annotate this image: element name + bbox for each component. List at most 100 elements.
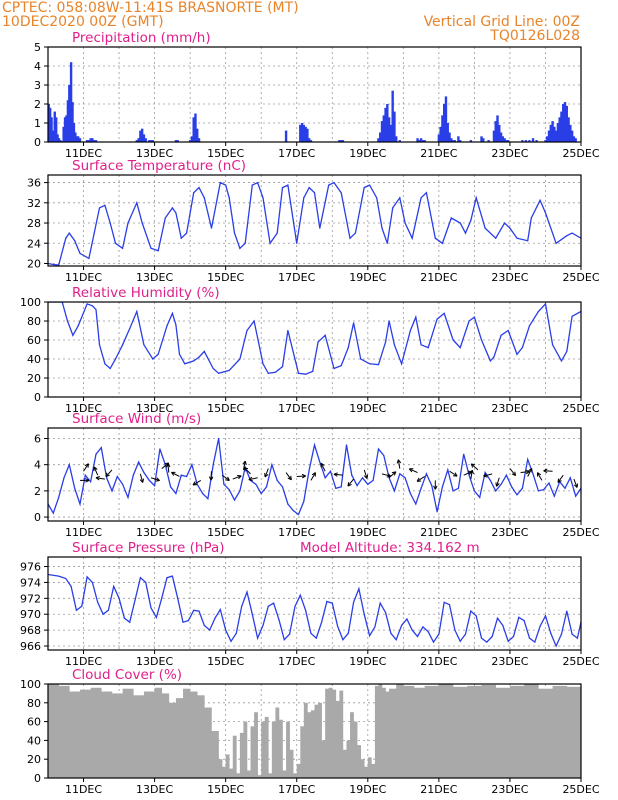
y-tick-label: 974 (20, 576, 41, 589)
data-point (553, 495, 555, 497)
data-point (97, 601, 99, 603)
cloud-cover-bar (90, 687, 102, 778)
data-point (393, 490, 396, 492)
data-point (555, 645, 557, 647)
data-point (566, 350, 568, 352)
data-point (544, 303, 547, 305)
data-point (225, 184, 227, 186)
data-point (106, 477, 108, 479)
data-point (468, 320, 470, 322)
x-tick-label: 19DEC (349, 783, 386, 796)
data-point (422, 626, 424, 628)
data-point (441, 242, 444, 244)
precip-bar (306, 128, 309, 142)
data-point (296, 242, 298, 244)
data-point (354, 232, 356, 234)
cloud-cover-bar (314, 704, 319, 778)
data-point (289, 633, 291, 635)
y-tick-label: 976 (20, 561, 41, 574)
data-point (180, 474, 182, 476)
data-point (566, 610, 568, 612)
y-tick-label: 6 (34, 432, 41, 445)
data-point (496, 617, 499, 619)
wind-arrow (248, 476, 258, 482)
precip-bar (544, 140, 547, 142)
y-tick-label: 0 (34, 391, 41, 404)
cloud-cover-bar (364, 766, 369, 778)
x-tick-label: 25DEC (562, 147, 599, 160)
data-point (241, 605, 243, 607)
cloud-cover-bar (254, 712, 258, 778)
data-point (262, 197, 264, 199)
data-point (509, 227, 511, 229)
cloud-cover-bar (282, 770, 287, 778)
precip-bar (74, 132, 77, 142)
precip-bar (92, 140, 96, 142)
wind-arrow (333, 472, 343, 477)
precip-bar (299, 124, 302, 142)
data-point (157, 250, 159, 252)
x-tick-label: 21DEC (420, 783, 457, 796)
precip-bar (560, 111, 563, 142)
run-datetime: 10DEC2020 00Z (GMT) (2, 14, 164, 30)
x-tick-label: 19DEC (349, 526, 386, 539)
data-point (219, 181, 221, 184)
precip-bar (423, 140, 426, 142)
data-point (219, 608, 221, 611)
data-point (191, 464, 193, 466)
y-tick-label: 0 (34, 136, 41, 149)
cloud-cover-bar (552, 685, 568, 778)
cloud-cover-bar (453, 686, 468, 778)
data-point (443, 601, 445, 603)
data-point (548, 482, 550, 484)
data-point (415, 503, 417, 505)
cloud-cover-bar (524, 684, 539, 778)
y-tick-label: 36 (27, 177, 41, 190)
data-point (425, 192, 428, 194)
data-point (66, 320, 69, 322)
precip-bar (505, 140, 508, 142)
x-tick-label: 11DEC (65, 655, 102, 668)
data-point (294, 605, 296, 607)
cloud-cover-bar (481, 684, 497, 778)
precip-bar (341, 140, 345, 142)
precip-bar (54, 117, 58, 142)
data-point (58, 264, 60, 266)
data-point (143, 344, 145, 346)
data-point (65, 577, 67, 580)
x-tick-label: 23DEC (491, 526, 528, 539)
data-point (448, 604, 451, 606)
data-point (379, 602, 381, 604)
precip-bar (565, 105, 568, 142)
data-point (122, 344, 124, 346)
y-tick-label: 966 (20, 640, 41, 653)
data-point (484, 227, 486, 229)
data-point (129, 328, 131, 330)
data-point (139, 577, 141, 579)
data-point (319, 227, 321, 229)
precip-bar (300, 123, 304, 142)
precip-bar (72, 123, 76, 142)
y-tick-label: 100 (20, 296, 41, 309)
x-tick-label: 11DEC (65, 402, 102, 415)
precip-bar (148, 140, 151, 142)
y-tick-label: 1 (34, 117, 41, 130)
data-point (84, 474, 86, 476)
data-point (203, 197, 205, 199)
precip-bar (139, 130, 142, 142)
data-point (409, 329, 412, 332)
precip-bar (151, 140, 155, 142)
cloud-cover-bar (211, 731, 219, 778)
data-point (88, 257, 90, 260)
data-point (299, 594, 301, 596)
data-point (521, 347, 523, 349)
data-point (123, 617, 125, 619)
precip-bar (59, 140, 62, 142)
cloud-cover-bar (190, 691, 198, 778)
data-point (367, 483, 369, 485)
wind-arrow (408, 468, 418, 473)
data-point (317, 341, 319, 343)
data-point (534, 641, 536, 643)
data-point (74, 240, 76, 242)
data-point (150, 247, 152, 249)
